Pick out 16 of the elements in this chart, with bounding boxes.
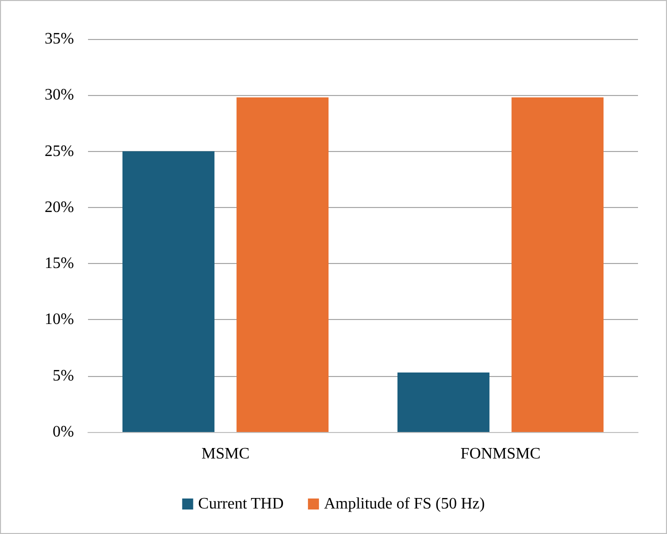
y-tick-label: 5% xyxy=(52,367,74,384)
bar xyxy=(236,97,329,432)
bar xyxy=(512,97,604,432)
y-tick-label: 25% xyxy=(44,142,74,160)
x-tick-label: FONMSMC xyxy=(460,446,541,462)
y-tick-label: 20% xyxy=(44,198,74,216)
y-tick-label: 35% xyxy=(44,30,74,48)
x-tick-label: MSMC xyxy=(201,446,250,462)
legend-label: Current THD xyxy=(198,496,284,512)
bar xyxy=(397,372,490,432)
y-tick-label: 10% xyxy=(44,311,74,328)
y-tick-label: 15% xyxy=(44,255,74,272)
bar xyxy=(122,151,214,432)
legend-label: Amplitude of FS (50 Hz) xyxy=(324,496,485,512)
y-tick-label: 30% xyxy=(44,86,74,104)
y-tick-label: 0% xyxy=(52,424,74,440)
